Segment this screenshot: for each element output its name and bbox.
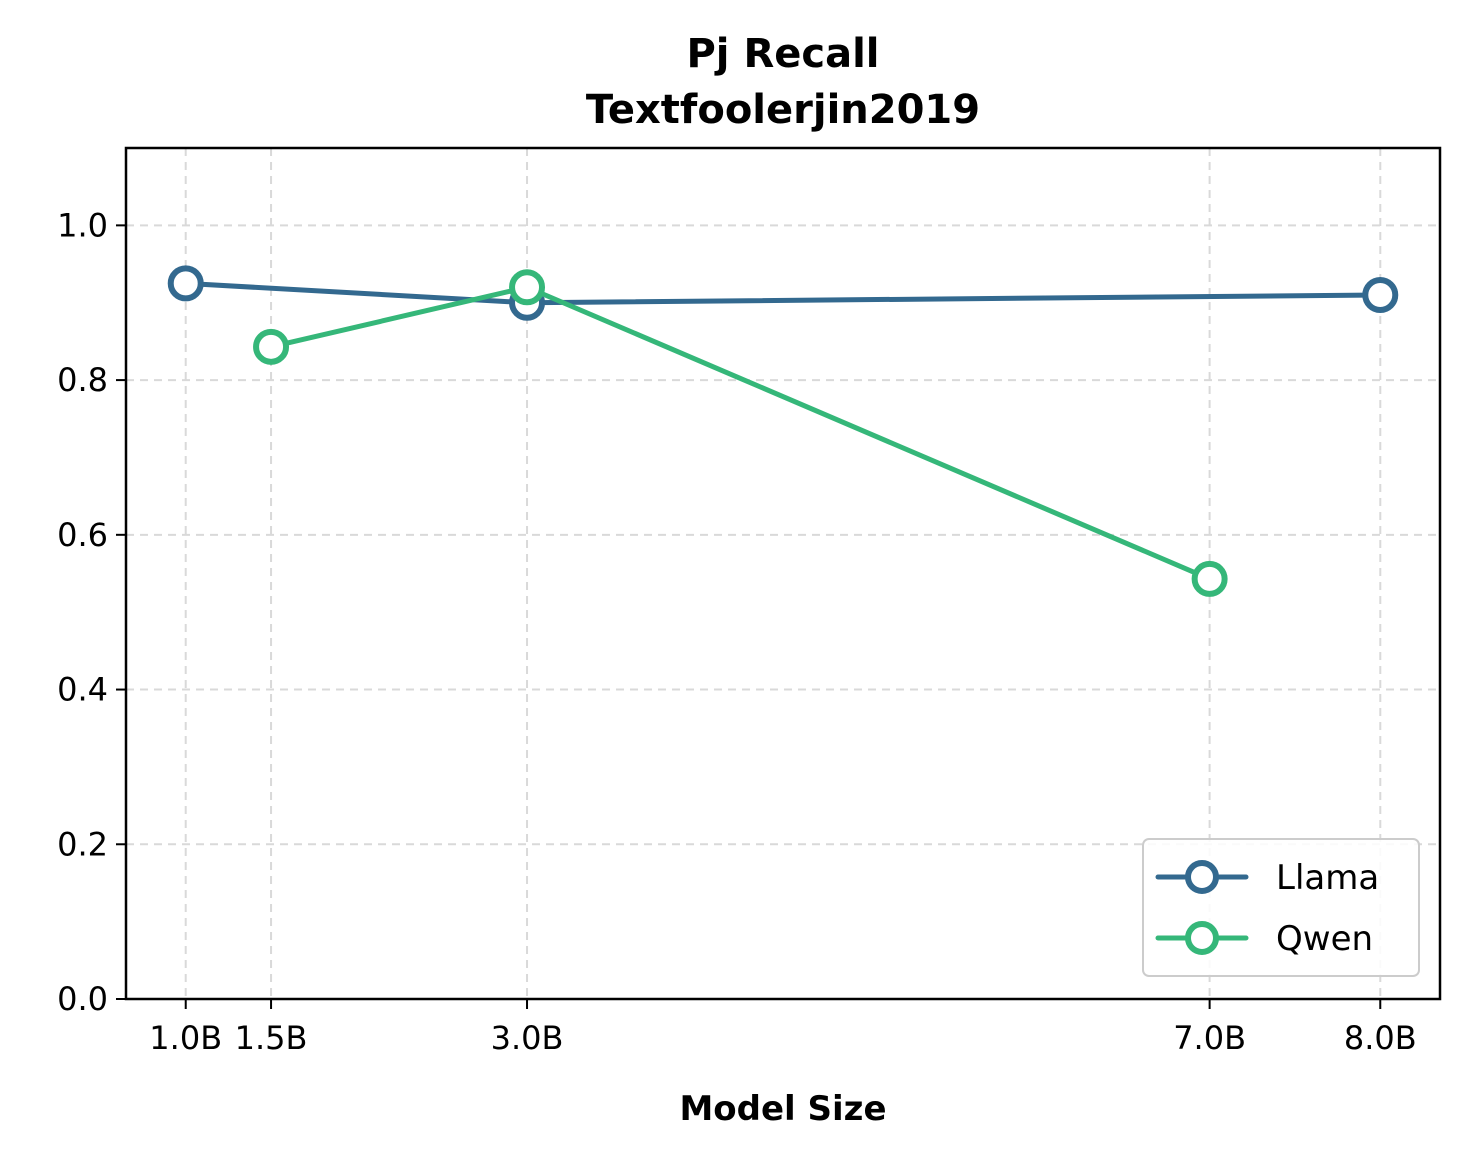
legend: Llama Qwen — [1142, 838, 1420, 977]
x-tick-label: 8.0B — [1344, 1019, 1417, 1057]
x-tick-label: 1.0B — [149, 1019, 222, 1057]
y-tick-label: 0.6 — [57, 516, 108, 554]
data-point-qwen — [253, 328, 290, 365]
chart-title-line1: Pj Recall — [686, 31, 879, 77]
legend-label-qwen: Qwen — [1276, 919, 1373, 959]
y-tick-label: 0.4 — [57, 671, 108, 709]
data-point-qwen — [509, 269, 546, 306]
x-tick-label: 7.0B — [1173, 1019, 1246, 1057]
legend-label-llama: Llama — [1276, 858, 1379, 898]
x-tick-label: 3.0B — [491, 1019, 564, 1057]
x-tick-label: 1.5B — [235, 1019, 308, 1057]
legend-marker-qwen — [1185, 921, 1219, 955]
data-point-llama — [167, 265, 204, 302]
y-tick-label: 1.0 — [57, 206, 108, 244]
series-group — [167, 265, 1399, 597]
x-axis-label: Model Size — [679, 1089, 886, 1129]
x-axis-ticks: 1.0B 1.5B 3.0B 7.0B 8.0B — [149, 999, 1417, 1057]
chart-title-line2: Textfoolerjin2019 — [586, 87, 980, 133]
data-point-llama — [1362, 276, 1399, 313]
y-tick-label: 0.0 — [57, 980, 108, 1018]
legend-marker-llama — [1185, 860, 1219, 894]
series-line-llama — [183, 280, 1383, 306]
plot-frame — [124, 146, 1442, 1001]
y-tick-label: 0.2 — [57, 825, 108, 863]
y-axis-ticks: 0.0 0.2 0.4 0.6 0.8 1.0 — [57, 206, 126, 1018]
data-point-qwen — [1191, 560, 1228, 597]
y-tick-label: 0.8 — [57, 361, 108, 399]
